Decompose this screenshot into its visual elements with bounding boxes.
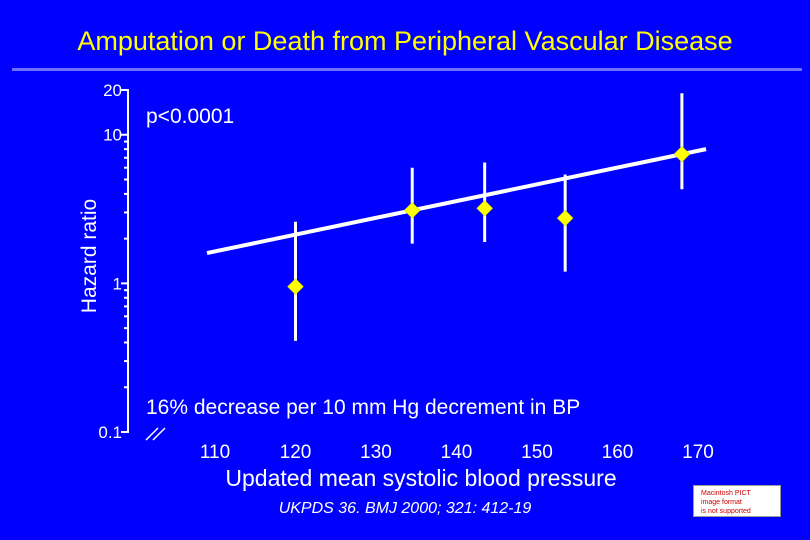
x-tick-label: 160 [602, 442, 634, 463]
trend-layer [206, 147, 707, 255]
p-value-annotation: p<0.0001 [146, 105, 234, 128]
data-point [476, 199, 494, 217]
data-markers [287, 145, 691, 296]
chart-axes [121, 89, 166, 441]
unsupported-image-placeholder: Macintosh PICT image format is not suppo… [693, 485, 781, 517]
citation: UKPDS 36. BMJ 2000; 321: 412-19 [278, 500, 532, 517]
y-axis-title: Hazard ratio [78, 199, 101, 313]
data-point [673, 145, 691, 163]
x-tick-label: 140 [441, 442, 473, 463]
slide-title: Amputation or Death from Peripheral Vasc… [77, 26, 733, 56]
placeholder-line-2: image format [701, 499, 742, 506]
x-tick-label: 150 [521, 442, 553, 463]
x-axis-title: Updated mean systolic blood pressure [225, 465, 616, 491]
y-tick-label: 0.1 [98, 423, 122, 442]
y-minor-ticks [124, 140, 128, 389]
y-tick-label: 1 [113, 274, 122, 293]
data-point [556, 209, 574, 227]
title-underline [12, 68, 802, 71]
trend-annotation: 16% decrease per 10 mm Hg decrement in B… [146, 396, 580, 419]
x-axis-break-mark [145, 427, 159, 441]
x-tick-label: 170 [682, 442, 714, 463]
x-tick-label: 120 [280, 442, 312, 463]
error-bars [294, 93, 684, 341]
y-tick-label: 20 [103, 81, 122, 100]
data-point [287, 278, 304, 296]
placeholder-line-3: is not supported [701, 508, 751, 515]
x-axis-break-mark [152, 427, 166, 441]
x-tick-label: 110 [200, 442, 230, 463]
y-tick-label: 10 [103, 126, 122, 145]
data-point [403, 201, 421, 219]
x-tick-label: 130 [360, 442, 392, 463]
placeholder-line-1: Macintosh PICT [701, 490, 751, 497]
trend-line [206, 147, 707, 255]
